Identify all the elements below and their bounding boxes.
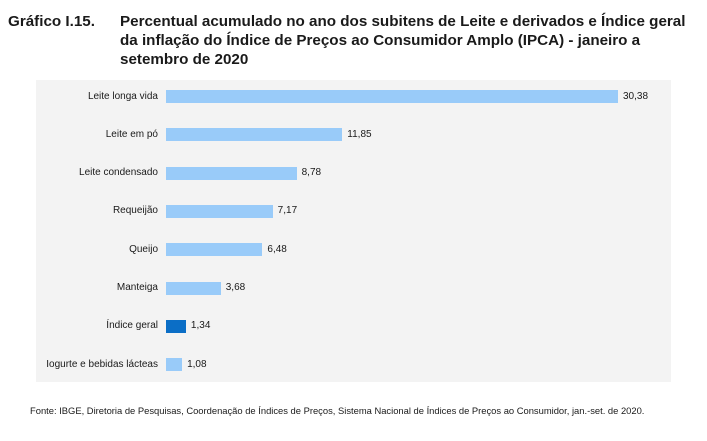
bar [166,243,263,257]
bar [166,166,297,180]
value-label: 30,38 [623,90,649,102]
chart-title: Gráfico I.15. Percentual acumulado no an… [8,12,698,69]
category-label: Leite condensado [79,167,158,179]
category-label: Requeijão [112,205,158,217]
value-label: 6,48 [267,243,287,255]
bar [166,281,221,295]
category-label: Leite em pó [105,128,158,140]
bar [166,358,183,372]
category-label: Queijo [129,243,158,255]
value-label: 1,08 [187,358,207,370]
value-label: 8,78 [301,167,322,179]
value-label: 1,34 [190,320,211,332]
category-label: Índice geral [106,320,158,332]
bar [166,90,618,103]
bar [166,204,273,218]
value-label: 7,17 [277,205,298,217]
bar [166,319,186,333]
chart-title-label: Gráfico I.15. [8,13,95,30]
source-note: Fonte: IBGE, Diretoria de Pesquisas, Coo… [30,405,645,416]
value-label: 3,68 [225,282,246,293]
bar [166,128,343,142]
value-label: 11,85 [347,128,372,140]
category-label: Manteiga [116,282,158,293]
chart-panel: Leite longa vida 30,38 Leite em pó 11,85 Lei… [36,80,671,382]
category-label: Iogurte e bebidas lácteas [46,358,158,370]
category-label: Leite longa vida [87,90,158,102]
chart-title-text: Percentual acumulado no ano dos subitens… [120,13,686,68]
